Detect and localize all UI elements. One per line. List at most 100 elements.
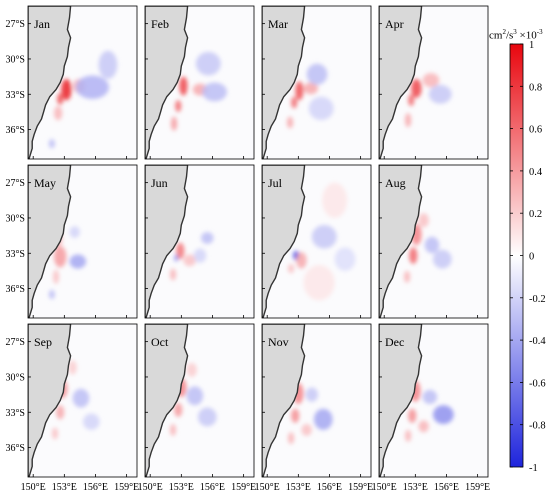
anomaly-blob bbox=[408, 94, 415, 107]
month-label: Nov bbox=[268, 335, 289, 349]
anomaly-blob bbox=[186, 362, 197, 377]
x-tick-label: 153°E bbox=[52, 482, 77, 493]
y-tick-label: 36°S bbox=[5, 284, 25, 295]
anomaly-blob bbox=[195, 51, 221, 76]
land-mass bbox=[379, 6, 423, 159]
x-tick-label: 153°E bbox=[403, 482, 428, 493]
anomaly-blob bbox=[174, 402, 183, 417]
colorbar-tick-label: 0.2 bbox=[529, 209, 542, 220]
panel-frame bbox=[144, 323, 255, 478]
anomaly-blob bbox=[186, 386, 204, 406]
anomaly-blob bbox=[174, 254, 179, 262]
y-tick-label: 30°S bbox=[5, 54, 25, 65]
x-tick-label: 150°E bbox=[21, 482, 46, 493]
y-tick-label: 33°S bbox=[5, 408, 25, 419]
anomaly-blob bbox=[408, 408, 417, 423]
month-label: Mar bbox=[268, 17, 288, 31]
x-tick-label: 159°E bbox=[231, 482, 256, 493]
panel-frame bbox=[378, 5, 489, 160]
anomaly-blob bbox=[305, 387, 319, 402]
anomaly-blob bbox=[53, 106, 63, 121]
panel-frame bbox=[378, 164, 489, 319]
x-tick-label: 153°E bbox=[169, 482, 194, 493]
y-tick-label: 36°S bbox=[5, 125, 25, 136]
anomaly-field bbox=[169, 232, 214, 281]
anomaly-blob bbox=[403, 270, 411, 283]
anomaly-blob bbox=[428, 84, 452, 104]
panel-aug: Aug bbox=[378, 164, 489, 319]
panel-frame bbox=[261, 164, 372, 319]
anomaly-blob bbox=[308, 96, 334, 121]
x-tick-label: 159°E bbox=[114, 482, 139, 493]
y-tick-label: 30°S bbox=[5, 213, 25, 224]
land-mass bbox=[262, 165, 306, 318]
anomaly-field bbox=[404, 73, 452, 128]
anomaly-blob bbox=[422, 73, 440, 88]
panel-frame bbox=[261, 323, 372, 478]
anomaly-field bbox=[404, 380, 454, 442]
anomaly-blob bbox=[53, 246, 67, 268]
colorbar-tick-label: -1 bbox=[529, 463, 538, 474]
colorbar-tick-label: -0.8 bbox=[529, 421, 546, 432]
land-mass bbox=[262, 324, 306, 477]
month-label: Jul bbox=[268, 176, 283, 190]
y-tick-label: 36°S bbox=[5, 443, 25, 454]
anomaly-blob bbox=[201, 232, 214, 244]
anomaly-blob bbox=[306, 63, 328, 85]
anomaly-blob bbox=[291, 96, 298, 109]
panel-frame bbox=[144, 164, 255, 319]
anomaly-blob bbox=[301, 424, 312, 436]
x-tick-label: 159°E bbox=[465, 482, 490, 493]
y-tick-label: 30°S bbox=[5, 372, 25, 383]
anomaly-blob bbox=[287, 432, 295, 445]
x-tick-label: 150°E bbox=[138, 482, 163, 493]
land-mass bbox=[262, 6, 306, 159]
month-label: Jun bbox=[151, 176, 168, 190]
y-tick-label: 27°S bbox=[5, 337, 25, 348]
panel-feb: Feb bbox=[144, 5, 255, 160]
land-mass bbox=[28, 6, 72, 159]
colorbar-tick-label: 0 bbox=[529, 252, 534, 263]
anomaly-blob bbox=[418, 213, 429, 228]
anomaly-blob bbox=[313, 408, 333, 430]
month-label: Jan bbox=[34, 17, 50, 31]
anomaly-blob bbox=[334, 247, 356, 271]
anomaly-blob bbox=[52, 269, 60, 284]
anomaly-blob bbox=[291, 408, 300, 423]
anomaly-blob bbox=[69, 226, 80, 238]
x-tick-label: 159°E bbox=[348, 482, 373, 493]
anomaly-field bbox=[48, 50, 118, 149]
anomaly-blob bbox=[61, 78, 72, 101]
anomaly-blob bbox=[197, 407, 217, 427]
y-tick-label: 27°S bbox=[5, 19, 25, 30]
anomaly-blob bbox=[176, 242, 185, 260]
colorbar-unit-label: cm2/s3 ×10-3 bbox=[489, 28, 543, 42]
panel-frame bbox=[27, 164, 138, 319]
panel-jun: Jun bbox=[144, 164, 255, 319]
panel-mar: Mar bbox=[261, 5, 372, 160]
x-tick-label: 156°E bbox=[83, 482, 108, 493]
anomaly-blob bbox=[311, 225, 337, 249]
anomaly-blob bbox=[287, 263, 295, 274]
anomaly-blob bbox=[56, 405, 65, 420]
colorbar-tick-label: -0.6 bbox=[529, 378, 546, 389]
anomaly-field bbox=[286, 63, 334, 129]
panel-sep: Sep 27°S 30°S 33°S 36°S 150°E 153°E 156°E 159°E bbox=[5, 323, 139, 493]
panel-frame bbox=[27, 5, 138, 160]
anomaly-field bbox=[287, 182, 356, 301]
anomaly-blob bbox=[51, 427, 59, 440]
anomaly-blob bbox=[296, 252, 307, 269]
panel-apr: Apr bbox=[378, 5, 489, 160]
colorbar-tick-label: 0.6 bbox=[529, 125, 542, 136]
anomaly-blob bbox=[411, 78, 422, 98]
month-label: Dec bbox=[385, 335, 404, 349]
anomaly-blob bbox=[424, 236, 440, 254]
month-label: Sep bbox=[34, 335, 52, 349]
colorbar-tick-label: 0.8 bbox=[529, 82, 542, 93]
anomaly-blob bbox=[69, 254, 87, 269]
anomaly-blob bbox=[68, 360, 77, 375]
land-mass bbox=[145, 165, 189, 318]
anomaly-blob bbox=[175, 100, 182, 112]
colorbar-tick-label: 1 bbox=[529, 40, 534, 51]
